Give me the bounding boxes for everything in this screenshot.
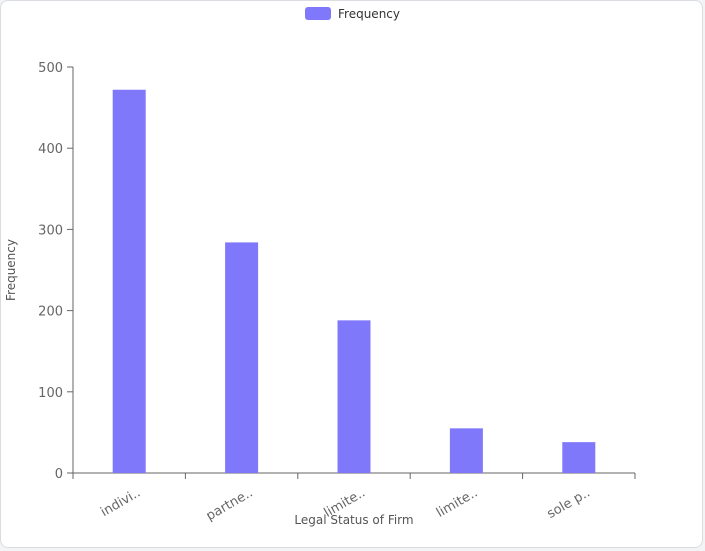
x-tick-label: sole p.. (545, 485, 593, 521)
bar-1[interactable] (112, 89, 146, 474)
y-tick-label: 400 (38, 142, 63, 157)
y-ticks: 0 100 200 300 400 500 (38, 61, 73, 482)
y-tick-label: 100 (38, 386, 63, 401)
legend-label: Frequency (338, 7, 400, 21)
y-tick-label: 200 (38, 305, 63, 320)
x-tick-label: partne.. (204, 485, 256, 524)
bar-3[interactable] (337, 320, 371, 473)
legend[interactable]: Frequency (305, 7, 400, 21)
bar-4[interactable] (449, 428, 483, 473)
y-tick-label: 0 (55, 467, 63, 482)
bars (112, 89, 596, 474)
y-tick-label: 500 (38, 61, 63, 76)
x-tick-label: indivi.. (98, 485, 143, 520)
x-tick-label: limite.. (434, 485, 480, 520)
legend-swatch (305, 7, 331, 20)
bar-2[interactable] (225, 242, 259, 473)
bar-5[interactable] (562, 442, 596, 473)
x-axis-title: Legal Status of Firm (294, 513, 413, 527)
y-axis-title: Frequency (4, 239, 18, 301)
y-tick-label: 300 (38, 223, 63, 238)
